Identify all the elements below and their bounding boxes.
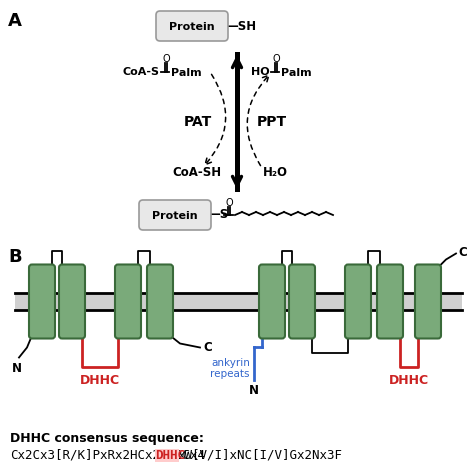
FancyBboxPatch shape bbox=[59, 265, 85, 339]
Text: Cx2Cx3[R/K]PxRx2HCx2Cx2Cx4: Cx2Cx3[R/K]PxRx2HCx2Cx2Cx4 bbox=[10, 449, 205, 462]
Text: —SH: —SH bbox=[226, 21, 256, 33]
Text: Palm: Palm bbox=[171, 68, 201, 78]
Text: —S: —S bbox=[208, 209, 228, 221]
FancyBboxPatch shape bbox=[415, 265, 441, 339]
Text: Protein: Protein bbox=[169, 22, 215, 32]
Text: Protein: Protein bbox=[152, 211, 198, 221]
Text: PAT: PAT bbox=[184, 115, 212, 129]
Text: HO: HO bbox=[251, 67, 270, 77]
Text: C: C bbox=[203, 341, 212, 354]
Bar bbox=[15, 293, 462, 310]
Text: DHHC: DHHC bbox=[80, 373, 120, 386]
FancyBboxPatch shape bbox=[156, 11, 228, 41]
Text: DHHC consensus sequence:: DHHC consensus sequence: bbox=[10, 432, 204, 445]
Text: ankyrin
repeats: ankyrin repeats bbox=[210, 357, 250, 379]
Text: xW[V/I]xNC[I/V]Gx2Nx3F: xW[V/I]xNC[I/V]Gx2Nx3F bbox=[178, 449, 343, 462]
Text: Palm: Palm bbox=[281, 68, 311, 78]
Text: N: N bbox=[12, 362, 22, 375]
FancyBboxPatch shape bbox=[289, 265, 315, 339]
FancyBboxPatch shape bbox=[377, 265, 403, 339]
Text: B: B bbox=[8, 248, 22, 266]
Text: O: O bbox=[162, 54, 170, 64]
Text: O: O bbox=[225, 198, 233, 208]
Bar bbox=[235, 52, 240, 192]
FancyBboxPatch shape bbox=[155, 449, 179, 462]
FancyBboxPatch shape bbox=[147, 265, 173, 339]
Text: N: N bbox=[249, 384, 259, 396]
Text: PPT: PPT bbox=[257, 115, 287, 129]
Text: C: C bbox=[458, 246, 467, 259]
FancyBboxPatch shape bbox=[259, 265, 285, 339]
Text: O: O bbox=[272, 54, 280, 64]
FancyBboxPatch shape bbox=[29, 265, 55, 339]
FancyBboxPatch shape bbox=[115, 265, 141, 339]
Text: CoA-SH: CoA-SH bbox=[173, 166, 221, 179]
Text: A: A bbox=[8, 12, 22, 30]
Text: CoA-S: CoA-S bbox=[123, 67, 160, 77]
FancyBboxPatch shape bbox=[345, 265, 371, 339]
Text: DHHC: DHHC bbox=[155, 449, 186, 462]
FancyBboxPatch shape bbox=[139, 200, 211, 230]
Text: H₂O: H₂O bbox=[263, 166, 288, 179]
Text: DHHC: DHHC bbox=[389, 373, 429, 386]
